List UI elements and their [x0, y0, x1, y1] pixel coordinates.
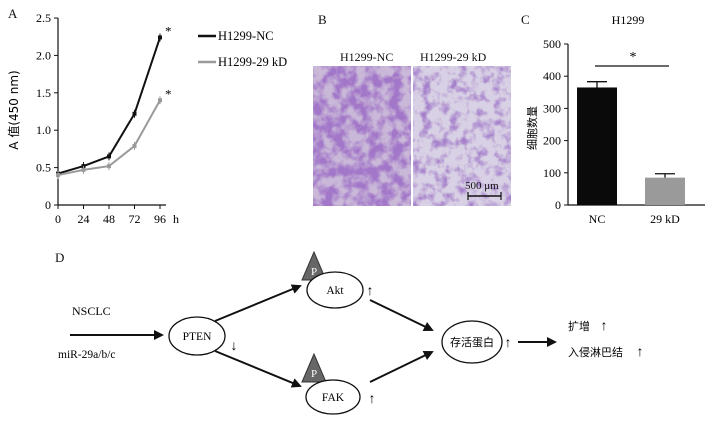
y-tick-label: 1.5	[36, 86, 51, 100]
transwell-micrographs	[313, 66, 511, 206]
legend-label: H1299-NC	[218, 29, 274, 43]
arrow-akt-survivin	[369, 299, 434, 332]
y-tick-label: 1.0	[36, 123, 51, 137]
x-tick-label: 29 kD	[650, 212, 680, 226]
y-tick-label: 2.0	[36, 48, 51, 62]
akt-up-arrow-icon: ↑	[367, 284, 374, 299]
micrograph-29kd	[413, 66, 511, 206]
panel-letter-c: C	[521, 12, 530, 27]
fak-label: FAK	[322, 392, 345, 404]
y-tick-label: 0	[555, 198, 561, 212]
proliferation-up-arrow-icon: ↑	[601, 319, 608, 334]
y-axis-label: 细胞数量	[526, 106, 539, 150]
bar	[645, 177, 685, 205]
x-tick-label: 96	[154, 212, 166, 226]
fak-phospho-triangle	[301, 352, 327, 383]
significance-star: *	[165, 86, 172, 101]
cell-count-bar-chart: H1299 细胞数量 0 100 200 300 400 500 NC 29 kD *	[526, 13, 705, 226]
x-tick-label: 24	[78, 212, 90, 226]
y-tick-label: 400	[543, 69, 561, 83]
pten-down-arrow-icon: ↓	[231, 339, 238, 354]
survivin-up-arrow-icon: ↑	[505, 336, 512, 351]
outcome-lymph-invasion: 入侵淋巴结	[568, 346, 623, 359]
akt-label: Akt	[326, 285, 344, 297]
fak-up-arrow-icon: ↑	[369, 392, 376, 407]
legend-label: H1299-29 kD	[218, 55, 287, 69]
fak-node	[305, 379, 361, 415]
akt-node	[306, 271, 364, 309]
arrow-fak-survivin	[369, 350, 434, 383]
input-nsclc: NSCLC	[72, 304, 111, 318]
bar	[577, 87, 617, 205]
x-tick-label: 72	[129, 212, 141, 226]
survivin-label: 存活蛋白	[450, 335, 494, 349]
panel-letter-b: B	[318, 12, 327, 27]
akt-phospho-label: P	[311, 266, 317, 278]
y-tick-label: 0.5	[36, 161, 51, 175]
x-tick-label: NC	[589, 212, 606, 226]
x-tick-label: 48	[103, 212, 115, 226]
micrograph-nc	[313, 66, 411, 206]
arrow-pten-akt	[214, 284, 302, 322]
y-tick-label: 100	[543, 166, 561, 180]
chart-c-title: H1299	[612, 13, 645, 27]
outcome-proliferation: 扩增	[568, 319, 590, 333]
arrow-pten-fak	[214, 350, 302, 388]
y-tick-label: 0	[45, 198, 51, 212]
y-tick-label: 500	[543, 37, 561, 51]
significance-star: *	[630, 50, 637, 65]
scale-bar-label: 500 μm	[465, 180, 499, 192]
y-tick-label: 200	[543, 134, 561, 148]
panel-letter-a: A	[8, 6, 18, 21]
significance-star: *	[165, 23, 172, 38]
y-axis-label: A 值(450 nm)	[6, 70, 21, 149]
pathway-diagram: NSCLC miR-29a/b/c PTEN ↓ P Akt ↑ P FAK ↑…	[58, 250, 644, 415]
survivin-node	[441, 320, 503, 364]
fak-phospho-label: P	[311, 368, 317, 380]
growth-line-chart: A 值(450 nm) 00.51.01.52.02.5 0 24 48 72 96 h …	[6, 11, 287, 226]
panel-letter-d: D	[55, 250, 65, 265]
lymph-invasion-up-arrow-icon: ↑	[637, 345, 644, 360]
pten-node	[168, 316, 226, 356]
x-axis-label: h	[173, 212, 179, 226]
image-label-29kd: H1299-29 kD	[420, 50, 487, 64]
input-mir29: miR-29a/b/c	[58, 349, 116, 361]
y-tick-label: 300	[543, 101, 561, 115]
x-tick-label: 0	[55, 212, 61, 226]
image-label-nc: H1299-NC	[340, 50, 394, 64]
pten-label: PTEN	[183, 331, 212, 343]
y-tick-label: 2.5	[36, 11, 51, 25]
